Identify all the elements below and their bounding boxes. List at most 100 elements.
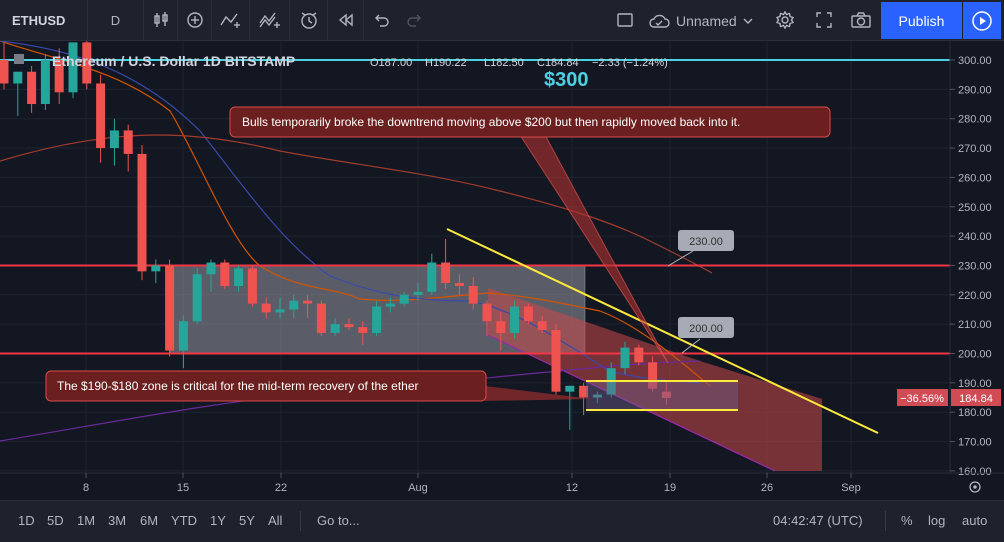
undo-icon[interactable] [364, 0, 398, 41]
candle-body [399, 294, 409, 304]
candle-body [13, 71, 23, 84]
log-scale-toggle[interactable]: log [928, 513, 946, 528]
candle-body [592, 394, 602, 398]
candle-body [385, 303, 395, 307]
symbol-search[interactable]: ETHUSD [0, 0, 88, 41]
candles-style-icon[interactable] [144, 0, 178, 41]
candle-body [551, 330, 561, 392]
redo-icon[interactable] [398, 0, 432, 41]
price-tick-label: 270.00 [958, 143, 992, 155]
candle-body [537, 321, 547, 331]
range-button-3m[interactable]: 3M [108, 513, 127, 528]
legend-high: H190.22 [425, 57, 467, 69]
chevron-down-icon [743, 18, 753, 24]
range-button-6m[interactable]: 6M [140, 513, 159, 528]
current-price-text: 184.84 [959, 393, 993, 405]
price-tick-label: 240.00 [958, 231, 992, 243]
goto-date-button[interactable]: Go to... [317, 513, 360, 528]
date-tick-label: 22 [275, 482, 287, 494]
candle-body [54, 60, 64, 93]
zone-callout-text: The $190-$180 zone is critical for the m… [57, 379, 419, 393]
camera-icon[interactable] [843, 0, 879, 41]
candle-body [496, 321, 506, 333]
candle-body [372, 306, 382, 333]
candle-body [192, 274, 202, 322]
candle-body [482, 303, 492, 322]
candle-body [427, 262, 437, 292]
price-tick-label: 200.00 [958, 349, 992, 361]
range-button-1m[interactable]: 1M [77, 513, 96, 528]
add-indicator-icon[interactable] [178, 0, 212, 41]
date-tick-label: 15 [177, 482, 189, 494]
range-button-1d[interactable]: 1D [18, 513, 35, 528]
utc-clock[interactable]: 04:42:47 (UTC) [773, 513, 863, 528]
fullscreen-box-icon[interactable] [612, 0, 638, 41]
price-chart[interactable]: 230.00 200.00 Bulls temporarily broke the… [0, 41, 1004, 500]
bubble-200-pointer [681, 338, 701, 354]
level-300-label: $300 [544, 69, 589, 91]
bubble-230-text: 230.00 [689, 236, 723, 248]
settings-gear-icon[interactable] [768, 0, 802, 41]
date-tick-label: Aug [408, 482, 428, 494]
cloud-icon [649, 14, 670, 28]
legend-collapse-icon[interactable] [14, 54, 24, 64]
fullscreen-icon[interactable] [807, 0, 841, 41]
moving-average-line [0, 41, 711, 387]
indicators-icon[interactable] [212, 0, 250, 41]
range-button-5d[interactable]: 5D [47, 513, 64, 528]
layout-name-menu[interactable]: Unnamed [648, 0, 753, 41]
time-axis[interactable] [0, 473, 950, 500]
auto-scale-toggle[interactable]: auto [962, 513, 988, 528]
candle-body [40, 60, 50, 105]
candle-body [413, 291, 423, 295]
price-tick-label: 160.00 [958, 466, 992, 478]
candle-body [358, 327, 368, 333]
top-toolbar: ETHUSD D Unnamed Publish [0, 0, 1004, 41]
price-tick-label: 170.00 [958, 437, 992, 449]
percent-scale-toggle[interactable]: % [901, 513, 913, 528]
change-percent-badge [897, 389, 948, 406]
price-tick-label: 280.00 [958, 114, 992, 126]
candle-body [275, 309, 285, 313]
support-zone-box [586, 381, 738, 410]
candle-body [206, 262, 216, 275]
replay-icon[interactable] [328, 0, 364, 41]
bubble-230-pointer [667, 250, 694, 267]
candle-body [523, 306, 533, 322]
bubble-200-text: 200.00 [689, 323, 723, 335]
price-tick-label: 180.00 [958, 407, 992, 419]
change-percent-text: −36.56% [900, 393, 944, 405]
range-button-ytd[interactable]: YTD [171, 513, 197, 528]
candle-body [330, 324, 340, 333]
candle-body [178, 321, 188, 351]
compare-icon[interactable] [250, 0, 290, 41]
price-tick-label: 230.00 [958, 260, 992, 272]
candle-body [0, 60, 9, 84]
time-axis-ticks: 8 15 22 Aug 12 19 26 Sep [83, 473, 861, 494]
legend-close: C184.84 [537, 57, 579, 69]
legend-open: O187.00 [370, 57, 412, 69]
candle-body [468, 285, 478, 304]
range-button-5y[interactable]: 5Y [239, 513, 255, 528]
price-tick-label: 210.00 [958, 319, 992, 331]
candle-body [634, 347, 644, 363]
date-tick-label: 19 [664, 482, 676, 494]
candle-body [441, 262, 451, 284]
range-button-all[interactable]: All [268, 513, 283, 528]
price-tick-label: 250.00 [958, 202, 992, 214]
moving-average-line [0, 134, 713, 274]
candle-body [620, 347, 630, 369]
bulls-callout-box [229, 106, 831, 138]
price-tick-label: 190.00 [958, 378, 992, 390]
candle-body [165, 265, 175, 351]
publish-button[interactable]: Publish [881, 2, 962, 39]
separator [885, 511, 886, 531]
range-button-1y[interactable]: 1Y [210, 513, 226, 528]
publish-menu-button[interactable] [963, 2, 1001, 39]
candle-body [261, 303, 271, 313]
alert-clock-icon[interactable] [290, 0, 328, 41]
channel-lower-line [487, 334, 776, 472]
interval-button[interactable]: D [88, 0, 144, 41]
axis-settings-icon[interactable] [969, 481, 981, 493]
legend-title: Ethereum / U.S. Dollar 1D BITSTAMP [52, 53, 295, 69]
